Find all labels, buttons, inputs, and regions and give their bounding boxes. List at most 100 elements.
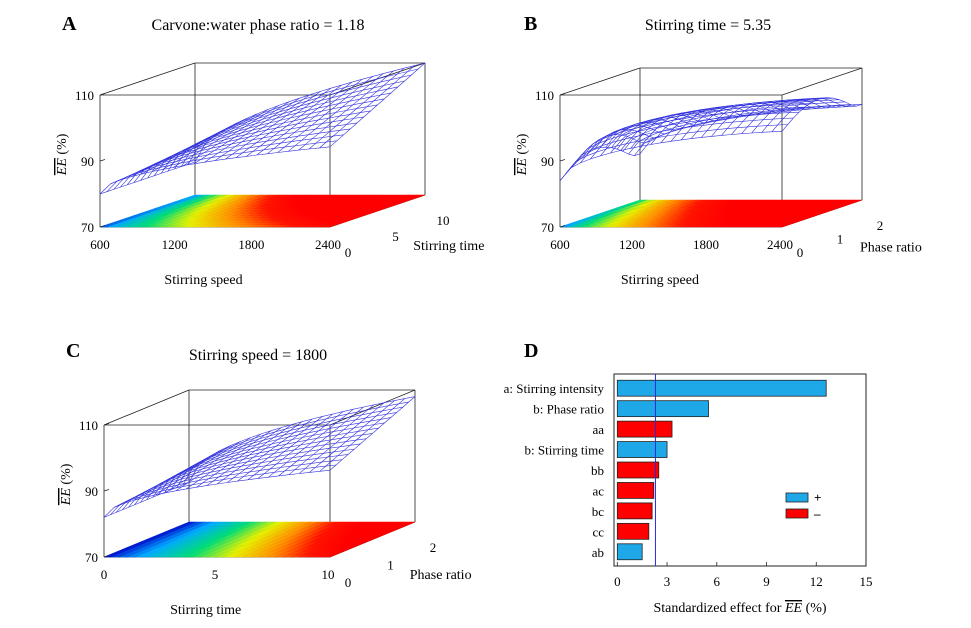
category-label: aa: [592, 422, 604, 437]
x-tick-label: 0: [614, 574, 621, 589]
contour-floor: [559, 199, 863, 228]
z-axis-label: EE (%): [55, 133, 70, 176]
y-axis-label: Phase ratio: [860, 241, 922, 256]
x-tick-label: 1800: [693, 237, 719, 252]
panel-letter: A: [62, 13, 77, 35]
x-axis-label-symbol: EE: [784, 601, 803, 616]
z-axis-label: EE (%): [59, 463, 74, 506]
box-edge: [99, 62, 196, 96]
mesh-line: [660, 108, 741, 143]
category-label: a: Stirring intensity: [504, 381, 605, 396]
x-axis-label: Stirring speed: [164, 273, 242, 288]
mesh-line: [277, 76, 373, 153]
mesh-line: [559, 131, 783, 181]
z-tick-label: 70: [541, 220, 554, 235]
category-label: b: Stirring time: [525, 443, 605, 458]
z-tick-label: 110: [79, 418, 98, 433]
mesh-line: [319, 398, 405, 472]
mesh-line: [206, 424, 292, 486]
z-tick-label: 90: [541, 154, 554, 169]
heat-cell: [409, 194, 426, 198]
category-label: bc: [592, 504, 605, 519]
x-tick-label: 15: [860, 574, 873, 589]
box-edge: [103, 389, 190, 426]
mesh-line: [329, 396, 416, 471]
legend-label: +: [814, 490, 821, 505]
z-tick: [559, 93, 566, 96]
mesh-line: [181, 74, 412, 167]
x-tick-label: 6: [714, 574, 721, 589]
category-label: ac: [592, 483, 604, 498]
mesh-line: [650, 110, 731, 145]
x-tick-label: 12: [810, 574, 823, 589]
mesh-line: [288, 404, 375, 475]
x-tick-label: 5: [212, 567, 219, 582]
mesh-line: [155, 441, 241, 496]
mesh-line: [610, 119, 691, 154]
mesh-line: [628, 104, 851, 155]
z-axis-label-symbol: EE: [515, 158, 530, 177]
bar: [616, 420, 673, 438]
mesh-line: [162, 113, 258, 170]
mesh-line: [109, 464, 337, 516]
mesh-line: [193, 101, 290, 165]
heat-cell: [848, 199, 863, 203]
mesh-line: [680, 105, 762, 141]
mesh-line: [124, 456, 210, 504]
mesh-line: [196, 427, 282, 488]
x-tick-label: 600: [90, 237, 110, 252]
bar: [616, 400, 709, 418]
panel-d: a: Stirring intensity b: Phase ratio aa b: …: [504, 340, 873, 616]
x-axis-label-text: Standardized effect for: [653, 601, 785, 616]
mesh-line: [721, 101, 802, 136]
x-tick-label: 1800: [238, 237, 264, 252]
y-axis-label: Stirring time: [413, 239, 484, 254]
mesh-line: [165, 437, 251, 494]
bar: [616, 461, 660, 479]
y-tick-label: 0: [797, 245, 804, 260]
category-label: ab: [592, 545, 604, 560]
response-surface: [559, 97, 863, 181]
x-tick-label: 9: [763, 574, 770, 589]
legend-swatch: [785, 492, 809, 503]
mesh-line: [640, 112, 721, 147]
y-tick-label: 5: [392, 229, 399, 244]
mesh-line: [247, 413, 333, 481]
panel-title: Carvone:water phase ratio = 1.18: [152, 17, 365, 34]
mesh-line: [590, 125, 671, 160]
mesh-line: [319, 65, 415, 149]
x-axis-label-unit: (%): [802, 601, 827, 616]
box-edge: [329, 389, 416, 426]
mesh-line: [225, 91, 321, 160]
z-axis-label: EE (%): [515, 133, 530, 176]
mesh-line: [194, 62, 426, 163]
mesh-line: [701, 103, 782, 138]
mesh-line: [204, 97, 300, 163]
mesh-line: [144, 445, 231, 498]
legend-swatch: [785, 508, 809, 519]
y-tick-label: 2: [877, 218, 884, 233]
z-tick-label: 70: [85, 550, 98, 565]
contour-floor: [99, 194, 426, 228]
z-tick-label: 90: [81, 154, 94, 169]
mesh-line: [141, 122, 237, 175]
mesh-line: [99, 161, 196, 195]
y-axis-label: Phase ratio: [410, 568, 472, 583]
mesh-line: [751, 98, 832, 134]
mesh-line: [329, 62, 426, 148]
mesh-line: [711, 102, 792, 137]
contour-floor: [103, 521, 416, 558]
bar: [616, 379, 827, 397]
mesh-line: [771, 97, 852, 132]
panel-title: Stirring time = 5.35: [645, 17, 771, 34]
mesh-line: [182, 401, 409, 486]
x-tick-label: 2400: [767, 237, 793, 252]
mesh-line: [99, 146, 331, 195]
mesh-line: [288, 73, 384, 152]
mesh-line: [761, 98, 842, 133]
x-axis-label: Stirring speed: [621, 273, 699, 288]
y-tick-label: 2: [430, 540, 437, 555]
mesh-line: [278, 406, 364, 477]
y-tick-label: 10: [437, 213, 450, 228]
